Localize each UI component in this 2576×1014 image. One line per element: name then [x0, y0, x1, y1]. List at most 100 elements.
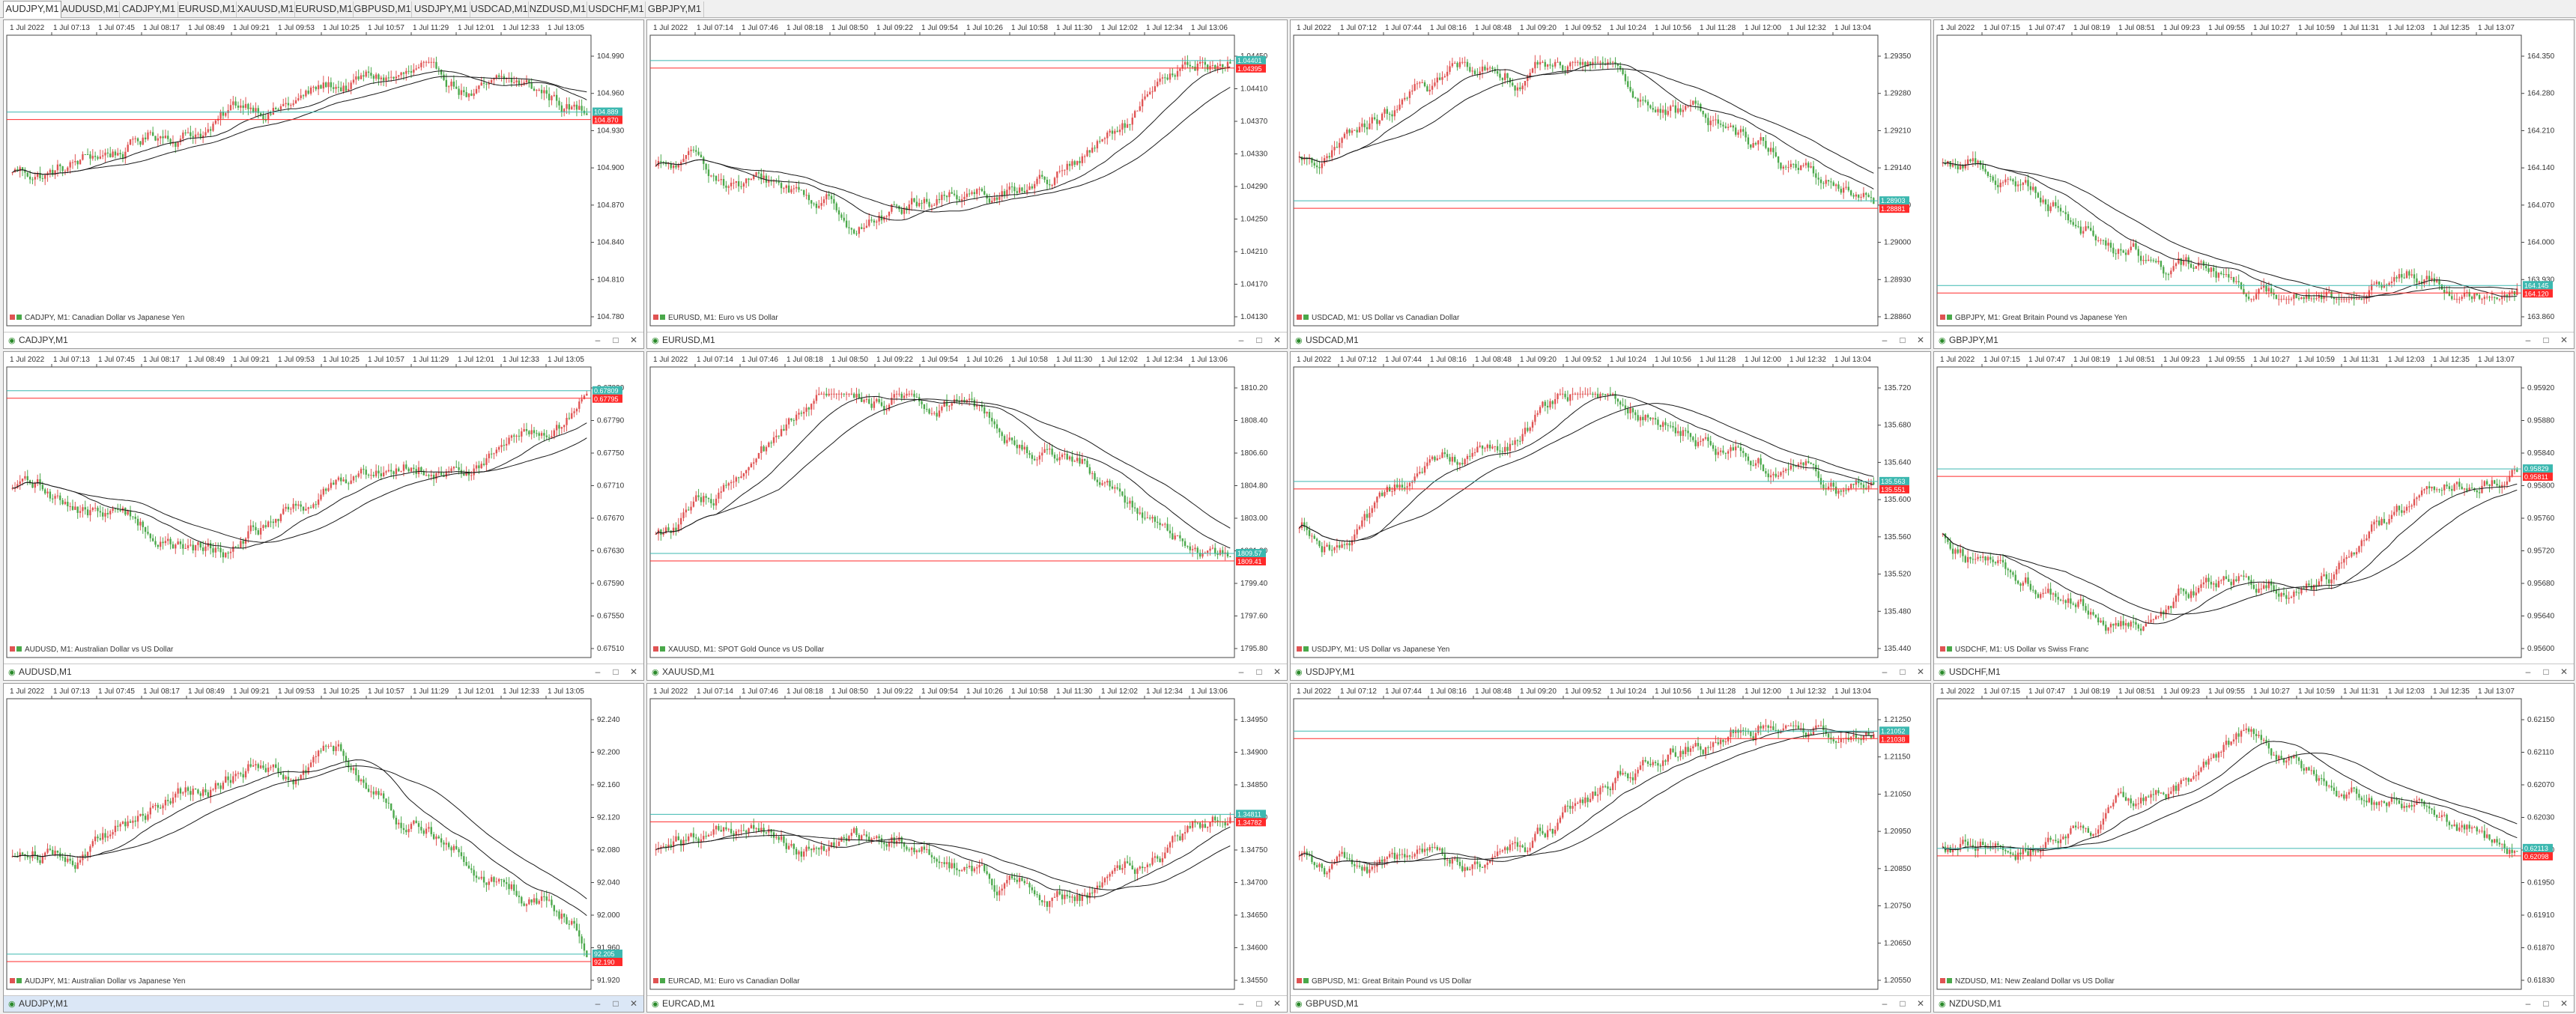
candle-body — [861, 835, 863, 840]
candle-body — [2052, 202, 2055, 207]
price-chart[interactable]: 1 Jul 2022 1 Jul 07:13 1 Jul 07:45 1 Jul 08… — [4, 684, 643, 995]
close-icon[interactable]: ✕ — [1273, 667, 1282, 677]
candle-body — [229, 780, 232, 783]
maximize-icon[interactable]: □ — [613, 335, 619, 345]
candle-body — [16, 169, 19, 171]
candle-body — [2235, 579, 2237, 581]
candle-body — [837, 393, 840, 395]
candle-body — [475, 875, 478, 878]
maximize-icon[interactable]: □ — [1256, 335, 1262, 345]
price-chart[interactable]: 1 Jul 2022 1 Jul 07:15 1 Jul 07:47 1 Jul 08… — [1934, 20, 2574, 332]
minimize-icon[interactable]: – — [2525, 335, 2531, 345]
close-icon[interactable]: ✕ — [1916, 335, 1925, 345]
candle-body — [1222, 64, 1224, 67]
maximize-icon[interactable]: □ — [2543, 667, 2549, 677]
window-title-bar[interactable]: ◉ USDCHF,M1– □ ✕ — [1934, 664, 2574, 680]
candle-body — [1506, 446, 1509, 451]
close-icon[interactable]: ✕ — [629, 667, 638, 677]
price-chart[interactable]: 1 Jul 2022 1 Jul 07:14 1 Jul 07:46 1 Jul 08… — [647, 352, 1287, 664]
tab-gbpusd-m1[interactable]: GBPUSD,M1 — [354, 1, 412, 17]
tab-usdcad-m1[interactable]: USDCAD,M1 — [470, 1, 529, 17]
chart-window-eurusd-m1[interactable]: 1 Jul 2022 1 Jul 07:14 1 Jul 07:46 1 Jul 08… — [646, 19, 1288, 349]
price-chart[interactable]: 1 Jul 2022 1 Jul 07:14 1 Jul 07:46 1 Jul 08… — [647, 20, 1287, 332]
candle-body — [272, 108, 275, 115]
maximize-icon[interactable]: □ — [1900, 667, 1906, 677]
maximize-icon[interactable]: □ — [613, 998, 619, 1009]
minimize-icon[interactable]: – — [595, 998, 601, 1009]
price-label: 1.04370 — [1240, 118, 1268, 126]
close-icon[interactable]: ✕ — [2560, 335, 2569, 345]
chart-window-audusd-m1[interactable]: 1 Jul 2022 1 Jul 07:13 1 Jul 07:45 1 Jul 08… — [3, 351, 644, 681]
tab-usdchf-m1[interactable]: USDCHF,M1 — [587, 1, 646, 17]
price-chart[interactable]: 1 Jul 2022 1 Jul 07:13 1 Jul 07:45 1 Jul 08… — [4, 20, 643, 332]
minimize-icon[interactable]: – — [1882, 667, 1888, 677]
close-icon[interactable]: ✕ — [2560, 667, 2569, 677]
candle-body — [348, 88, 350, 91]
tab-usdjpy-m1[interactable]: USDJPY,M1 — [412, 1, 470, 17]
minimize-icon[interactable]: – — [1238, 335, 1244, 345]
chart-window-usdjpy-m1[interactable]: 1 Jul 2022 1 Jul 07:12 1 Jul 07:44 1 Jul 08… — [1290, 351, 1931, 681]
window-title-bar[interactable]: ◉ CADJPY,M1– □ ✕ — [4, 332, 643, 348]
chart-window-eurcad-m1[interactable]: 1 Jul 2022 1 Jul 07:14 1 Jul 07:46 1 Jul 08… — [646, 683, 1288, 1013]
candle-body — [262, 525, 264, 529]
tab-eurusd-m1[interactable]: EURUSD,M1 — [178, 1, 237, 17]
minimize-icon[interactable]: – — [595, 667, 601, 677]
candle-body — [117, 508, 119, 511]
maximize-icon[interactable]: □ — [1256, 667, 1262, 677]
chart-window-usdcad-m1[interactable]: 1 Jul 2022 1 Jul 07:12 1 Jul 07:44 1 Jul 08… — [1290, 19, 1931, 349]
candle-body — [2117, 622, 2120, 627]
candle-body — [134, 517, 136, 519]
candle-body — [1214, 65, 1216, 70]
chart-window-xauusd-m1[interactable]: 1 Jul 2022 1 Jul 07:14 1 Jul 07:46 1 Jul 08… — [646, 351, 1288, 681]
maximize-icon[interactable]: □ — [2543, 335, 2549, 345]
bid-price-tag — [593, 394, 622, 403]
price-chart[interactable]: 1 Jul 2022 1 Jul 07:13 1 Jul 07:45 1 Jul 08… — [4, 352, 643, 664]
window-title-bar[interactable]: ◉ USDCAD,M1– □ ✕ — [1291, 332, 1930, 348]
window-title-bar[interactable]: ◉ GBPJPY,M1– □ ✕ — [1934, 332, 2574, 348]
chart-window-cadjpy-m1[interactable]: 1 Jul 2022 1 Jul 07:13 1 Jul 07:45 1 Jul 08… — [3, 19, 644, 349]
close-icon[interactable]: ✕ — [1273, 335, 1282, 345]
maximize-icon[interactable]: □ — [613, 667, 619, 677]
candle-body — [1491, 67, 1494, 70]
maximize-icon[interactable]: □ — [1900, 335, 1906, 345]
tab-gbpjpy-m1[interactable]: GBPJPY,M1 — [646, 1, 704, 17]
minimize-icon[interactable]: – — [595, 335, 601, 345]
candle-body — [1016, 191, 1018, 193]
price-chart[interactable]: 1 Jul 2022 1 Jul 07:14 1 Jul 07:46 1 Jul 08… — [647, 684, 1287, 995]
tab-nzdusd-m1[interactable]: NZDUSD,M1 — [529, 1, 587, 17]
minimize-icon[interactable]: – — [1882, 335, 1888, 345]
tab-audusd-m1[interactable]: AUDUSD,M1 — [61, 1, 120, 17]
close-icon[interactable]: ✕ — [1916, 667, 1925, 677]
price-label: 0.95640 — [2527, 613, 2555, 621]
price-chart[interactable]: 1 Jul 2022 1 Jul 07:12 1 Jul 07:44 1 Jul 08… — [1291, 352, 1930, 664]
candle-body — [1176, 70, 1179, 77]
symbol-description: AUDUSD, M1: Australian Dollar vs US Doll… — [25, 646, 174, 654]
window-title-bar[interactable]: ◉ AUDJPY,M1– □ ✕ — [4, 995, 643, 1012]
candle-body — [778, 837, 780, 840]
tab-cadjpy-m1[interactable]: CADJPY,M1 — [120, 1, 178, 17]
close-icon[interactable]: ✕ — [629, 998, 638, 1009]
candle-body — [938, 410, 941, 417]
close-icon[interactable]: ✕ — [629, 335, 638, 345]
window-title-bar[interactable]: ◉ EURUSD,M1– □ ✕ — [647, 332, 1287, 348]
candle-body — [737, 477, 740, 479]
tab-audjpy-m1[interactable]: AUDJPY,M1 — [3, 1, 61, 18]
price-chart[interactable]: 1 Jul 2022 1 Jul 07:12 1 Jul 07:44 1 Jul 08… — [1291, 20, 1930, 332]
chart-window-audjpy-m1[interactable]: 1 Jul 2022 1 Jul 07:13 1 Jul 07:45 1 Jul 08… — [3, 683, 644, 1013]
price-chart[interactable]: 1 Jul 2022 1 Jul 07:15 1 Jul 07:47 1 Jul 08… — [1934, 352, 2574, 664]
chart-window-usdchf-m1[interactable]: 1 Jul 2022 1 Jul 07:15 1 Jul 07:47 1 Jul 08… — [1933, 351, 2575, 681]
window-title-bar[interactable]: ◉ XAUUSD,M1– □ ✕ — [647, 664, 1287, 680]
tab-xauusd-m1[interactable]: XAUUSD,M1 — [237, 1, 295, 17]
candle-body — [333, 482, 335, 485]
bid-price-label: 0.67795 — [594, 395, 619, 403]
candle-body — [1025, 446, 1028, 453]
minimize-icon[interactable]: – — [1238, 667, 1244, 677]
window-title-bar[interactable]: ◉ AUDUSD,M1– □ ✕ — [4, 664, 643, 680]
chart-window-gbpjpy-m1[interactable]: 1 Jul 2022 1 Jul 07:15 1 Jul 07:47 1 Jul 08… — [1933, 19, 2575, 349]
candle-body — [575, 923, 578, 931]
tab-eurusd-m1[interactable]: EURUSD,M1 — [295, 1, 354, 17]
minimize-icon[interactable]: – — [2525, 667, 2531, 677]
candle-body — [360, 779, 363, 782]
candle-body — [727, 483, 730, 486]
window-title-bar[interactable]: ◉ USDJPY,M1– □ ✕ — [1291, 664, 1930, 680]
